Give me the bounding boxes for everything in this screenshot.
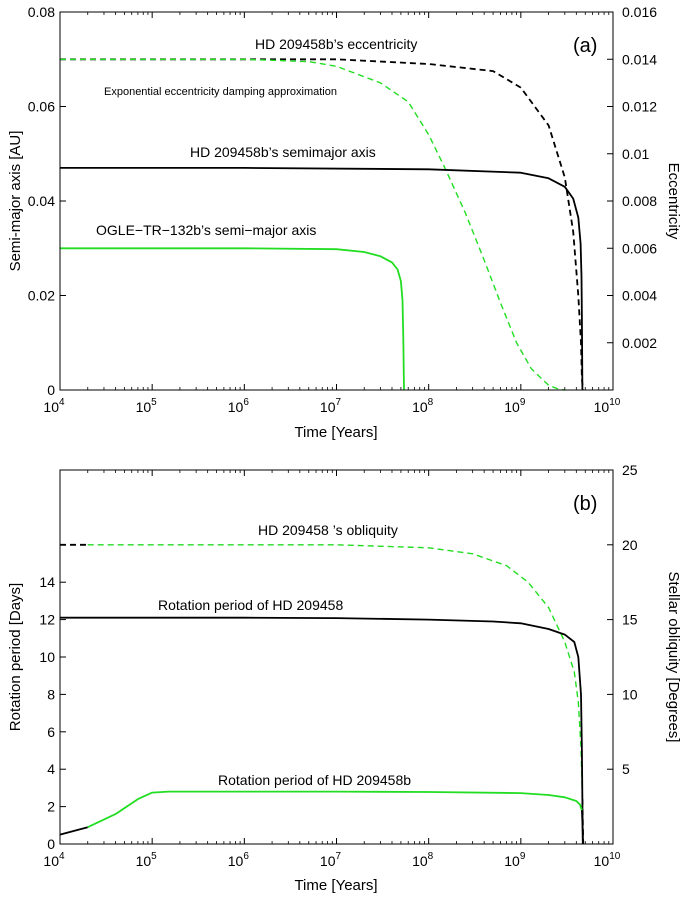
x-tick-label: 108 xyxy=(412,397,434,415)
panel-b-xlabel: Time [Years] xyxy=(294,877,377,894)
panel-a-ticks: 104 105 106 107 108 109 1010 0 0.02 0.04 0.06 0.08 0… xyxy=(28,4,657,415)
y2-tick-label: 5 xyxy=(622,761,630,777)
y2-tick-label: 0.016 xyxy=(622,4,657,20)
panel-b-ylabel: Rotation period [Days] xyxy=(7,583,24,731)
panel-b: 104 105 106 107 108 109 1010 0 2 4 6 8 10 12 14 5 10 15 20… xyxy=(7,462,682,894)
annotation-ogle-semimajor: OGLE−TR−132b’s semi−major axis xyxy=(96,222,316,238)
y2-tick-label: 0.012 xyxy=(622,99,657,115)
series-line-b-4 xyxy=(59,826,88,836)
x-tick-label: 1010 xyxy=(594,851,621,869)
y2-tick-label: 20 xyxy=(622,537,638,553)
x-tick-label: 109 xyxy=(504,851,526,869)
y-tick-label: 0.06 xyxy=(28,99,55,115)
y-tick-label: 4 xyxy=(47,761,55,777)
annotation-obliquity: HD 209458 ’s obliquity xyxy=(258,522,398,538)
x-tick-label: 1010 xyxy=(594,397,621,415)
y-tick-label: 0 xyxy=(47,382,55,398)
series-line-a-1 xyxy=(60,58,565,391)
x-tick-label: 104 xyxy=(43,851,65,869)
y2-tick-label: 15 xyxy=(622,612,638,628)
y-tick-label: 0.02 xyxy=(28,288,55,304)
y2-tick-label: 0.004 xyxy=(622,288,657,304)
annotation-eccentricity: HD 209458b’s eccentricity xyxy=(255,36,417,52)
x-tick-label: 105 xyxy=(136,397,158,415)
y2-tick-label: 0.006 xyxy=(622,240,657,256)
y2-tick-label: 0.01 xyxy=(622,146,649,162)
x-tick-label: 109 xyxy=(504,397,526,415)
y2-tick-label: 25 xyxy=(622,462,638,478)
series-line-b-5 xyxy=(87,790,583,829)
y-tick-label: 10 xyxy=(39,649,55,665)
panel-a-ylabel: Semi-major axis [AU] xyxy=(7,131,24,272)
annotation-planet-rotation: Rotation period of HD 209458b xyxy=(218,772,411,788)
panel-a-frame xyxy=(59,11,614,391)
y-tick-label: 8 xyxy=(47,686,55,702)
y-tick-label: 6 xyxy=(47,724,55,740)
series-line-b-6 xyxy=(581,810,584,845)
panel-b-y2label: Stellar obliquity [Degrees] xyxy=(665,572,682,743)
panel-a-label: (a) xyxy=(573,35,597,57)
panel-a-y2label: Eccentricity xyxy=(665,163,682,240)
y-tick-label: 12 xyxy=(39,612,55,628)
y-tick-label: 0.08 xyxy=(28,4,55,20)
annotation-star-rotation: Rotation period of HD 209458 xyxy=(158,597,343,613)
y-tick-label: 0.04 xyxy=(28,193,55,209)
annotation-exponential-damping: Exponential eccentricity damping approxi… xyxy=(104,86,337,98)
series-line-a-0 xyxy=(60,58,584,391)
y2-tick-label: 0.014 xyxy=(622,51,657,67)
y2-tick-label: 0.008 xyxy=(622,193,657,209)
annotation-hd-semimajor: HD 209458b’s semimajor axis xyxy=(190,144,376,160)
x-tick-label: 105 xyxy=(136,851,158,869)
y-tick-label: 14 xyxy=(39,574,55,590)
x-tick-label: 107 xyxy=(320,397,342,415)
panel-a-xlabel: Time [Years] xyxy=(294,424,377,441)
panel-a-series xyxy=(60,58,584,391)
series-line-b-1 xyxy=(87,544,584,800)
x-tick-label: 106 xyxy=(228,397,250,415)
panel-b-series xyxy=(59,543,585,845)
x-tick-label: 107 xyxy=(320,851,342,869)
x-tick-label: 106 xyxy=(228,851,250,869)
y-tick-label: 2 xyxy=(47,799,55,815)
panel-b-ticks: 104 105 106 107 108 109 1010 0 2 4 6 8 10 12 14 5 10 15 20… xyxy=(39,462,637,869)
y2-tick-label: 10 xyxy=(622,686,638,702)
y-tick-label: 0 xyxy=(47,836,55,852)
x-tick-label: 104 xyxy=(43,397,65,415)
series-line-a-3 xyxy=(60,247,405,391)
series-line-a-2 xyxy=(60,166,584,391)
panel-b-label: (b) xyxy=(573,493,597,515)
y2-tick-label: 0.002 xyxy=(622,335,657,351)
panel-a: 104 105 106 107 108 109 1010 0 0.02 0.04 0.06 0.08 0… xyxy=(7,4,682,441)
x-tick-label: 108 xyxy=(412,851,434,869)
series-line-b-3 xyxy=(60,616,584,845)
